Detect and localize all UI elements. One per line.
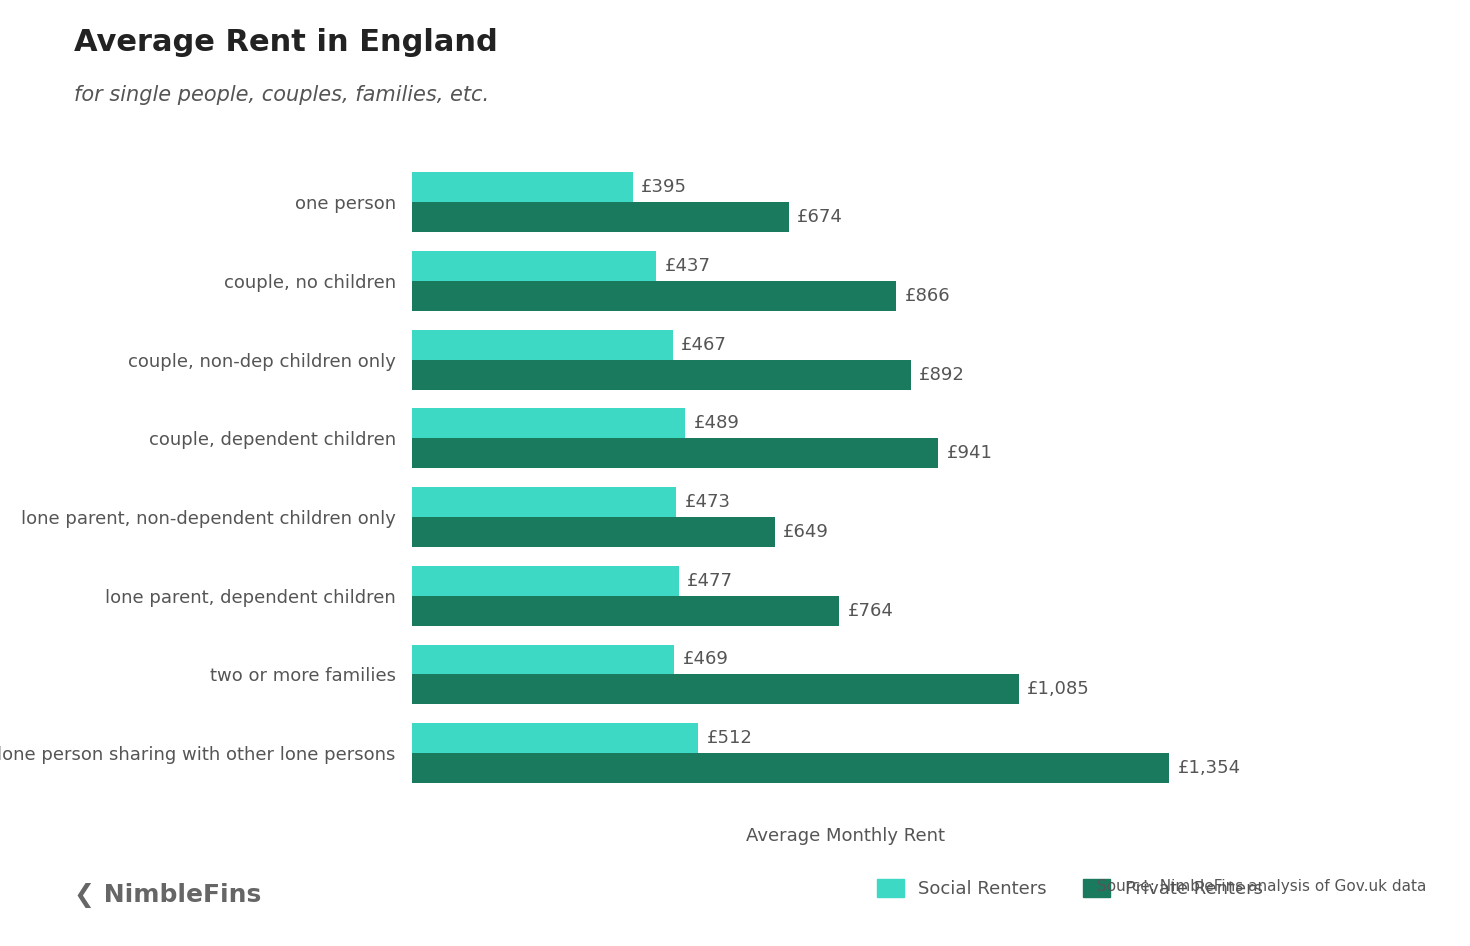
Bar [412, 674, 1019, 705]
Text: for single people, couples, families, etc.: for single people, couples, families, et… [74, 85, 488, 105]
Text: £866: £866 [904, 287, 950, 305]
Bar [412, 724, 698, 753]
Bar [412, 644, 675, 674]
Text: £1,085: £1,085 [1028, 680, 1089, 698]
Bar [412, 359, 911, 390]
X-axis label: Average Monthly Rent: Average Monthly Rent [745, 828, 945, 846]
Text: Source: NimbleFins analysis of Gov.uk data: Source: NimbleFins analysis of Gov.uk da… [1097, 879, 1426, 894]
Bar [412, 172, 632, 202]
Legend: Social Renters, Private Renters: Social Renters, Private Renters [870, 871, 1270, 905]
Text: £674: £674 [797, 208, 842, 226]
Text: Average Rent in England: Average Rent in England [74, 28, 497, 58]
Text: £489: £489 [694, 414, 739, 432]
Bar [412, 202, 789, 232]
Bar [412, 409, 685, 438]
Bar [412, 517, 775, 547]
Text: £469: £469 [682, 651, 728, 669]
Bar [412, 596, 839, 625]
Text: £512: £512 [707, 729, 753, 747]
Text: £1,354: £1,354 [1177, 759, 1241, 777]
Text: £941: £941 [947, 445, 992, 463]
Text: £892: £892 [919, 366, 964, 384]
Text: £477: £477 [686, 571, 734, 589]
Text: ❮ NimbleFins: ❮ NimbleFins [74, 884, 260, 908]
Bar [412, 753, 1169, 783]
Bar [412, 487, 676, 517]
Text: £649: £649 [784, 523, 829, 541]
Bar [412, 438, 938, 468]
Text: £467: £467 [681, 336, 728, 354]
Text: £437: £437 [664, 257, 710, 275]
Bar [412, 566, 679, 596]
Text: £764: £764 [848, 602, 894, 620]
Bar [412, 251, 656, 281]
Bar [412, 330, 673, 359]
Bar [412, 281, 897, 311]
Text: £473: £473 [685, 493, 731, 511]
Text: £395: £395 [641, 179, 686, 197]
